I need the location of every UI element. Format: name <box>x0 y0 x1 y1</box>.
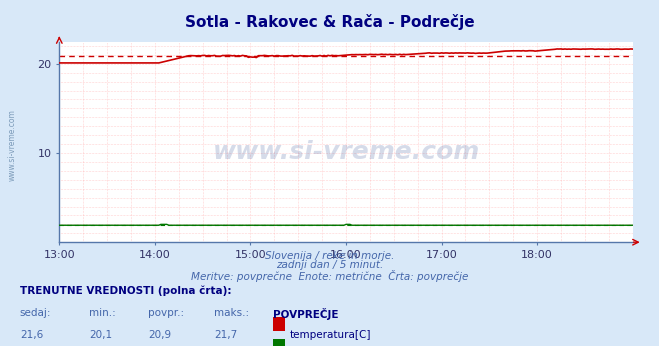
Text: www.si-vreme.com: www.si-vreme.com <box>8 109 17 181</box>
Text: TRENUTNE VREDNOSTI (polna črta):: TRENUTNE VREDNOSTI (polna črta): <box>20 285 231 296</box>
Text: Sotla - Rakovec & Rača - Podrečje: Sotla - Rakovec & Rača - Podrečje <box>185 14 474 30</box>
Text: min.:: min.: <box>89 308 116 318</box>
Text: 20,9: 20,9 <box>148 330 171 340</box>
Text: 20,1: 20,1 <box>89 330 112 340</box>
Text: sedaj:: sedaj: <box>20 308 51 318</box>
Text: temperatura[C]: temperatura[C] <box>290 330 372 340</box>
Text: 21,6: 21,6 <box>20 330 43 340</box>
Text: zadnji dan / 5 minut.: zadnji dan / 5 minut. <box>276 260 383 270</box>
Text: www.si-vreme.com: www.si-vreme.com <box>212 140 480 164</box>
Text: maks.:: maks.: <box>214 308 249 318</box>
Text: POVPREČJE: POVPREČJE <box>273 308 339 320</box>
Text: povpr.:: povpr.: <box>148 308 185 318</box>
Text: 21,7: 21,7 <box>214 330 237 340</box>
Text: Meritve: povprečne  Enote: metrične  Črta: povprečje: Meritve: povprečne Enote: metrične Črta:… <box>191 270 468 282</box>
Text: Slovenija / reke in morje.: Slovenija / reke in morje. <box>265 251 394 261</box>
